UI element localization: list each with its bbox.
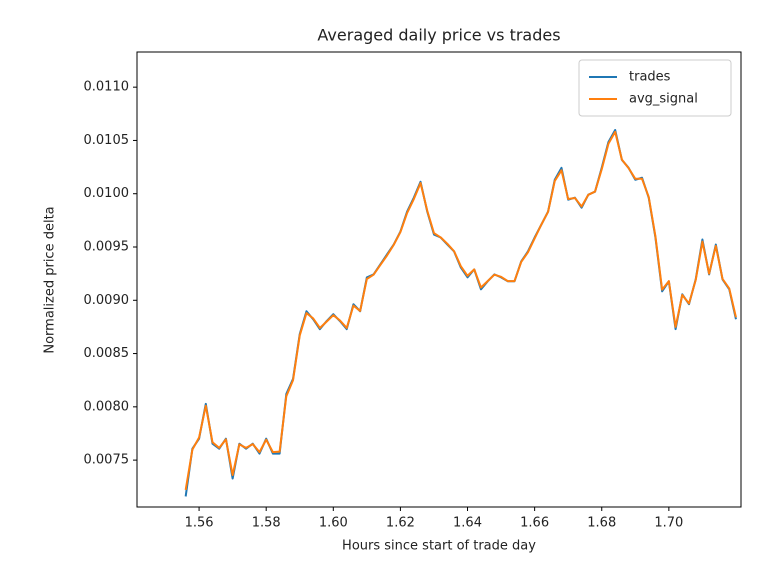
x-tick-label: 1.66 [520,516,549,531]
line-series [184,130,737,491]
plot-area [184,129,737,497]
legend-label: trades [629,70,671,85]
chart-title: Averaged daily price vs trades [317,26,560,45]
y-tick-label: 0.0080 [84,399,130,414]
y-tick-label: 0.0100 [84,186,130,201]
y-tick-label: 0.0110 [84,80,130,95]
x-tick-label: 1.56 [185,516,214,531]
x-tick-label: 1.60 [319,516,348,531]
y-axis-label: Normalized price delta [43,206,58,353]
y-tick-label: 0.0075 [84,453,130,468]
y-tick-label: 0.0095 [84,240,130,255]
x-axis-label: Hours since start of trade day [342,539,536,554]
axes-frame [136,51,742,508]
x-tick-label: 1.62 [386,516,415,531]
y-tick-label: 0.0090 [84,293,130,308]
x-tick-label: 1.68 [587,516,616,531]
x-tick-label: 1.70 [654,516,683,531]
y-tick-label: 0.0105 [84,133,130,148]
x-tick-label: 1.58 [252,516,281,531]
legend-frame [578,59,732,117]
legend-label: avg_signal [629,92,698,107]
x-tick-label: 1.64 [453,516,482,531]
y-tick-label: 0.0085 [84,346,130,361]
